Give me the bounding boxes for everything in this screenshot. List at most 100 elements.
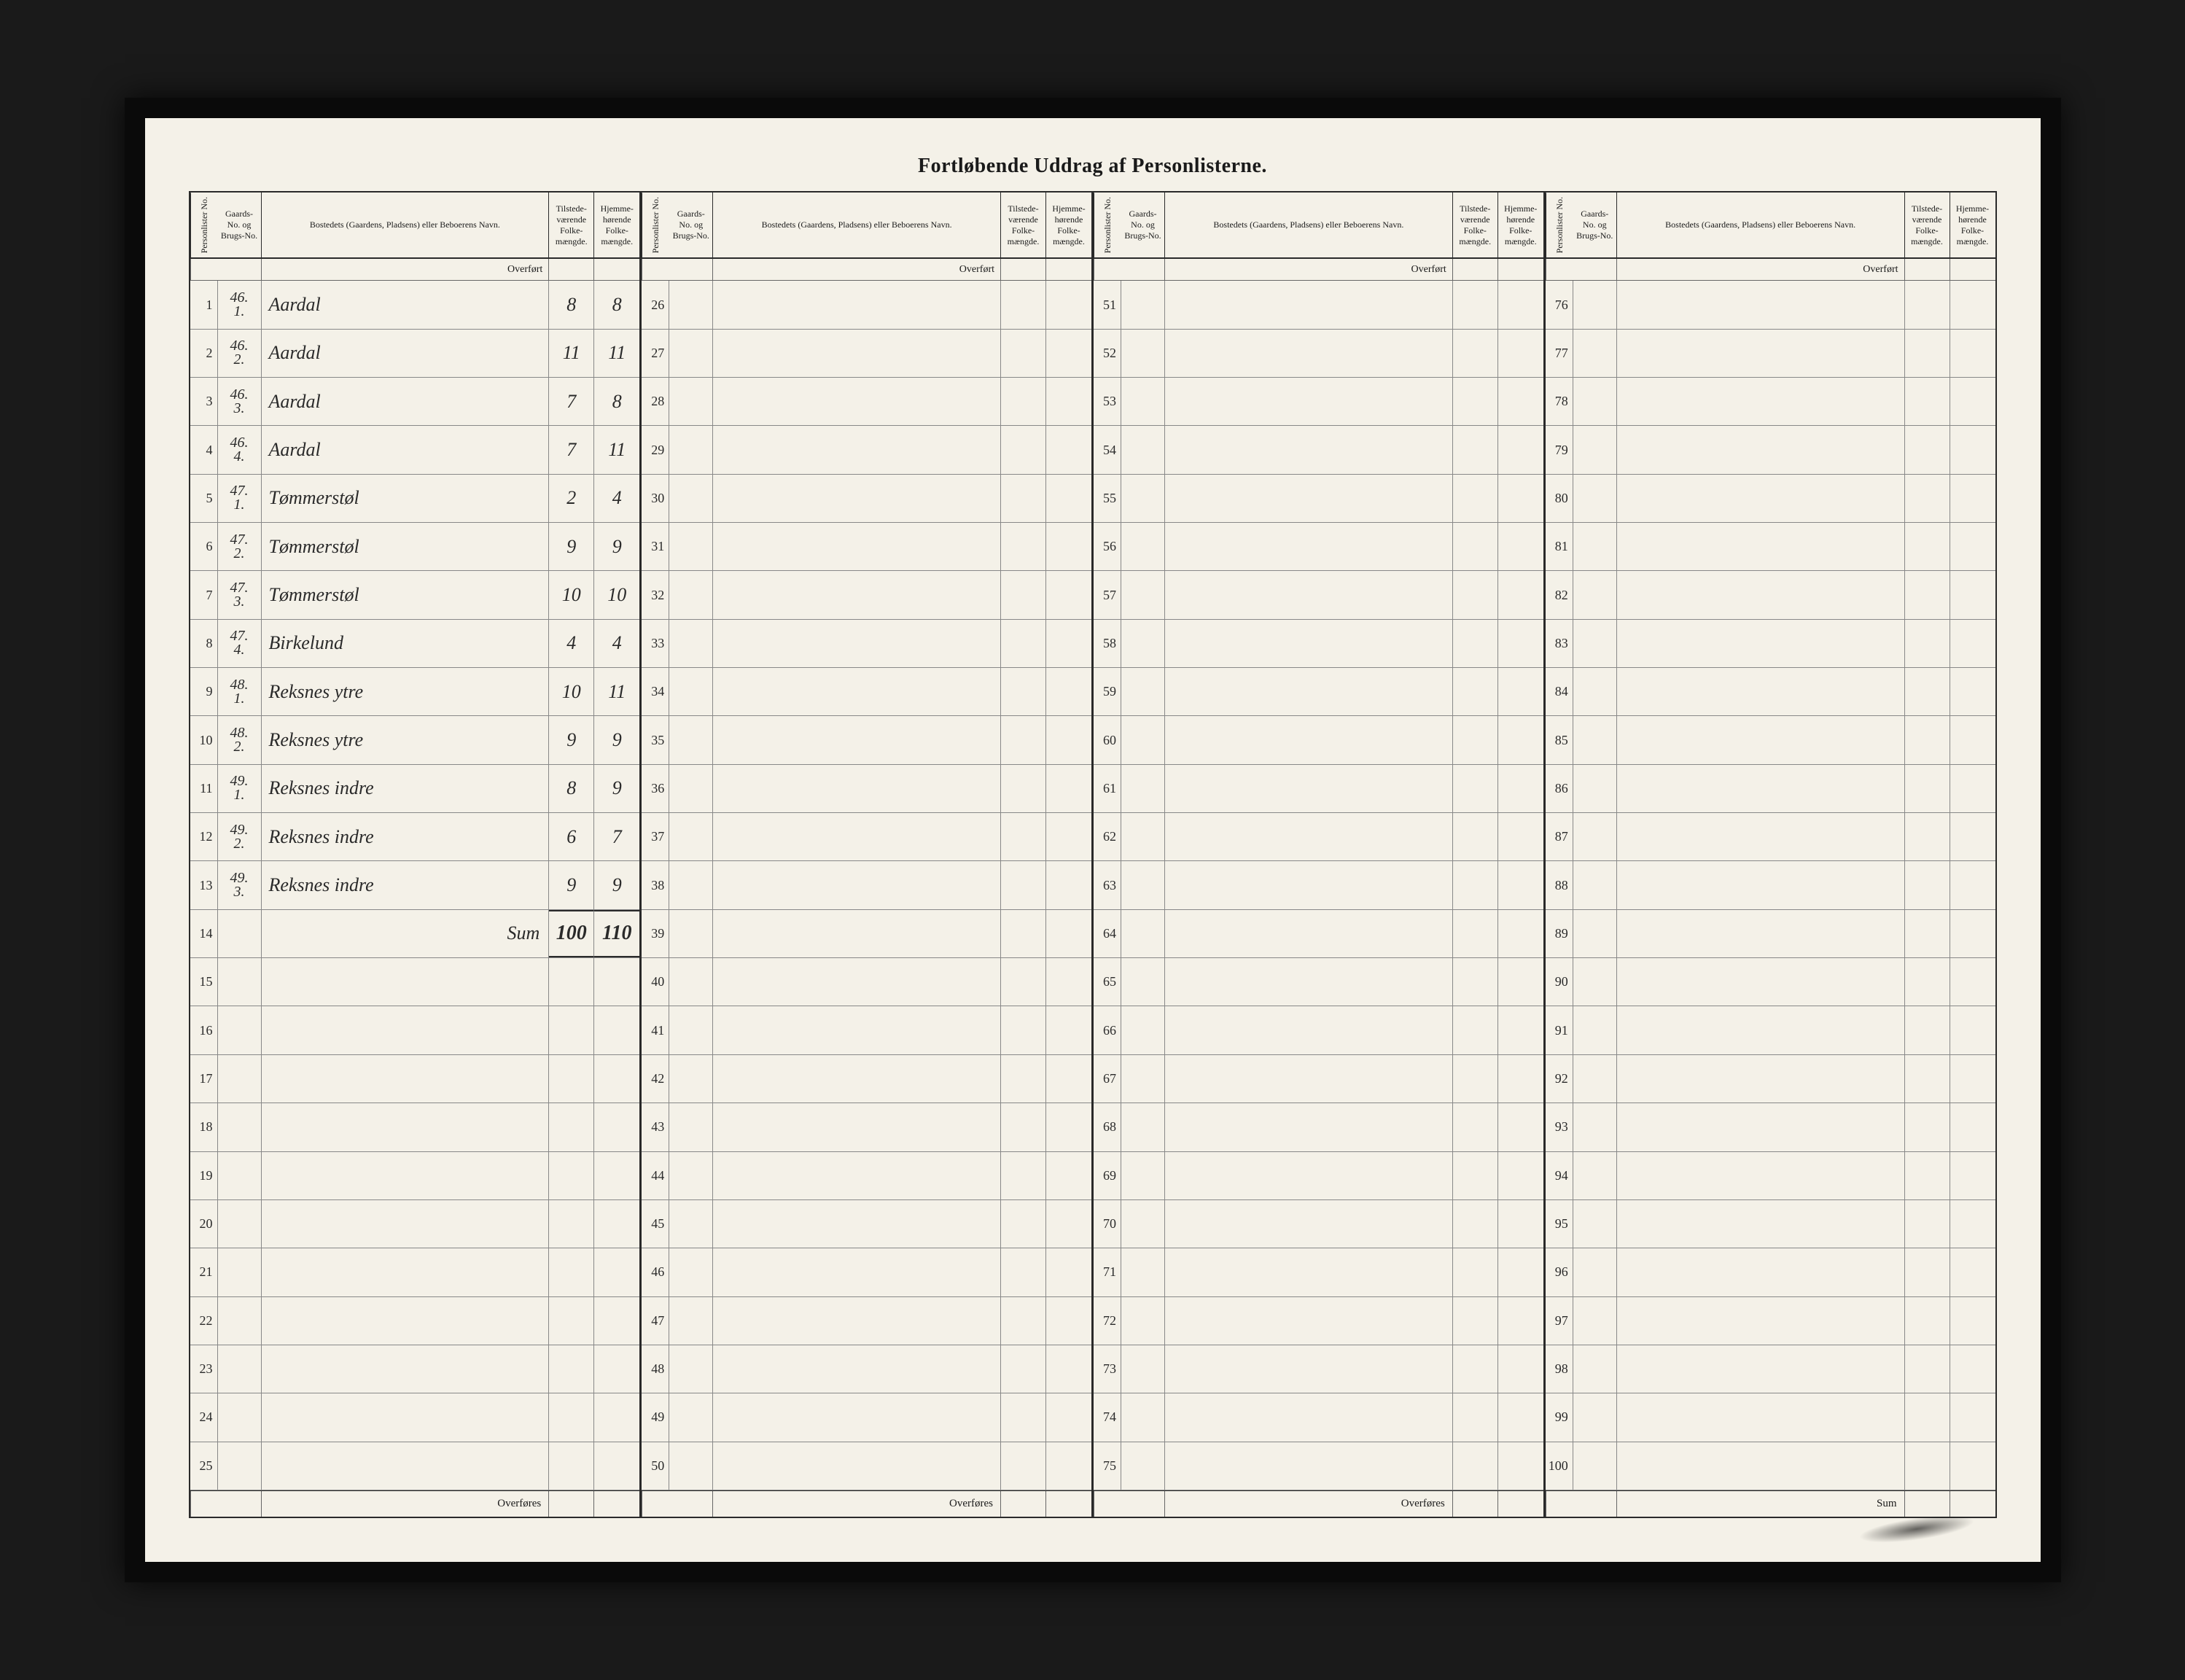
bosted-cell [713, 716, 1001, 763]
tilstede-cell [1001, 1345, 1046, 1393]
gaard-brug-cell [1573, 281, 1617, 328]
ledger-page: Fortløbende Uddrag af Personlisterne. Pe… [145, 118, 2041, 1562]
hjemme-cell [1498, 1345, 1543, 1393]
bosted-cell: Reksnes indre [262, 765, 550, 812]
row-number: 70 [1094, 1200, 1121, 1248]
gaard-brug-cell: 49.2. [218, 813, 262, 860]
hjemme-cell [1046, 426, 1091, 473]
ledger-row: 71 [1094, 1248, 1543, 1296]
gaard-brug-cell [1573, 668, 1617, 715]
hjemme-cell [1046, 1442, 1091, 1490]
gaard-brug-cell [1121, 765, 1165, 812]
bosted-cell [713, 1200, 1001, 1248]
gaard-brug-cell [1121, 813, 1165, 860]
bosted-cell [1617, 1393, 1905, 1441]
tilstede-cell: 7 [549, 426, 594, 473]
tilstede-cell: 9 [549, 523, 594, 570]
gaard-brug-cell [1573, 620, 1617, 667]
bosted-cell [713, 1345, 1001, 1393]
bosted-cell: Reksnes indre [262, 861, 550, 909]
bosted-cell [1617, 1442, 1905, 1490]
ledger-row: 76 [1546, 281, 1995, 329]
hjemme-cell [1950, 1055, 1995, 1102]
footer-cell [1453, 1491, 1498, 1517]
row-number: 4 [190, 426, 218, 473]
hjemme-cell: 9 [594, 765, 639, 812]
tilstede-cell [549, 958, 594, 1006]
hjemme-cell [1498, 1297, 1543, 1345]
ledger-row: 90 [1546, 958, 1995, 1006]
ledger-row: 1249.2.Reksnes indre67 [190, 813, 640, 861]
tilstede-cell [549, 1103, 594, 1151]
row-number: 68 [1094, 1103, 1121, 1151]
bosted-cell [1617, 330, 1905, 377]
column-header: Bostedets (Gaardens, Pladsens) eller Beb… [1165, 192, 1453, 257]
tilstede-cell [549, 1393, 594, 1441]
gaard-brug-cell [218, 1393, 262, 1441]
column-header: Tilstede-værende Folke-mængde. [1001, 192, 1046, 257]
row-number: 8 [190, 620, 218, 667]
ledger-row: 70 [1094, 1200, 1543, 1248]
ledger-row: 77 [1546, 330, 1995, 378]
ledger-row: 60 [1094, 716, 1543, 764]
ledger-row: 42 [642, 1055, 1091, 1103]
row-number: 55 [1094, 475, 1121, 522]
tilstede-cell [1453, 330, 1498, 377]
overfort-row: Overført [1546, 259, 1995, 281]
bosted-cell [262, 958, 550, 1006]
ledger-row: 55 [1094, 475, 1543, 523]
tilstede-cell [1001, 813, 1046, 860]
tilstede-cell [549, 1297, 594, 1345]
row-number: 75 [1094, 1442, 1121, 1490]
gaard-brug-cell [218, 910, 262, 957]
column-header: Hjemme-hørende Folke-mængde. [1498, 192, 1543, 257]
tilstede-cell [1453, 958, 1498, 1006]
overfort-cell [1094, 259, 1121, 280]
ledger-row: 81 [1546, 523, 1995, 571]
gaard-brug-cell [1121, 1200, 1165, 1248]
ledger-row: 59 [1094, 668, 1543, 716]
row-number: 73 [1094, 1345, 1121, 1393]
ledger-row: 91 [1546, 1006, 1995, 1054]
hjemme-cell [594, 1103, 639, 1151]
tilstede-cell [1001, 861, 1046, 909]
ledger-row: 92 [1546, 1055, 1995, 1103]
hjemme-cell [1046, 1055, 1091, 1102]
tilstede-cell: 10 [549, 571, 594, 618]
ledger-row: 37 [642, 813, 1091, 861]
gaard-brug-cell [218, 1248, 262, 1296]
gaard-brug-cell [1573, 813, 1617, 860]
bosted-cell [1165, 1248, 1453, 1296]
tilstede-cell [1905, 1200, 1950, 1248]
row-number: 99 [1546, 1393, 1573, 1441]
hjemme-cell [594, 1345, 639, 1393]
tilstede-cell [549, 1248, 594, 1296]
ledger-row: 58 [1094, 620, 1543, 668]
gaard-brug-cell [669, 523, 713, 570]
tilstede-cell [1905, 523, 1950, 570]
gaard-brug-cell [669, 765, 713, 812]
row-number: 85 [1546, 716, 1573, 763]
gaard-brug-cell [1573, 378, 1617, 425]
gaard-brug-cell [1121, 1055, 1165, 1102]
bosted-cell [713, 426, 1001, 473]
footer-cell [1001, 1491, 1046, 1517]
bosted-cell: Reksnes ytre [262, 716, 550, 763]
row-number: 84 [1546, 668, 1573, 715]
gaard-brug-cell [218, 1200, 262, 1248]
row-number: 21 [190, 1248, 218, 1296]
hjemme-cell [1950, 426, 1995, 473]
gaard-brug-cell [1121, 1248, 1165, 1296]
row-number: 10 [190, 716, 218, 763]
gaard-brug-cell [1121, 1152, 1165, 1199]
footer-row: Overføres [190, 1490, 640, 1517]
row-number: 44 [642, 1152, 669, 1199]
bosted-cell [262, 1248, 550, 1296]
tilstede-cell [1453, 1200, 1498, 1248]
hjemme-cell [1950, 1152, 1995, 1199]
ledger-row: 74 [1094, 1393, 1543, 1442]
row-number: 38 [642, 861, 669, 909]
bosted-cell [1617, 861, 1905, 909]
row-number: 45 [642, 1200, 669, 1248]
gaard-brug-cell [218, 1297, 262, 1345]
